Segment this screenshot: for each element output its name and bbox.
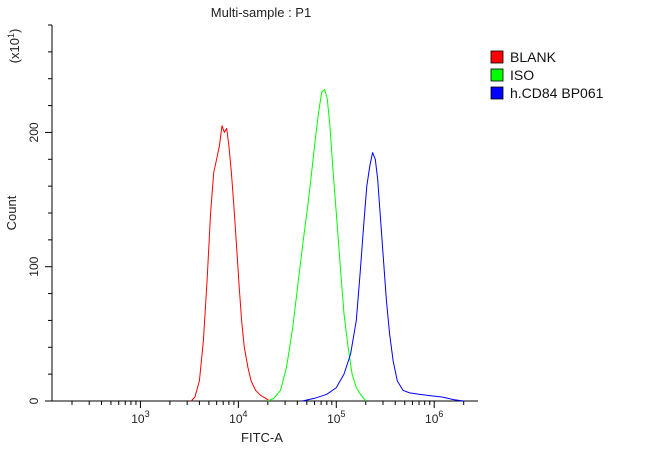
plot-area (51, 25, 478, 402)
y-tick-label: 200 (27, 122, 41, 142)
series-line-3 (302, 152, 464, 402)
y-axis-multiplier: (x101) (6, 29, 22, 64)
series-line-2 (267, 89, 367, 402)
legend-label: BLANK (510, 49, 557, 65)
legend-swatch (490, 50, 504, 64)
legend-label: h.CD84 BP061 (510, 85, 604, 101)
legend-swatch (490, 68, 504, 82)
y-tick-label: 0 (27, 397, 41, 404)
histogram-series (190, 89, 464, 402)
x-axis-title: FITC-A (241, 430, 283, 445)
legend-label: ISO (510, 67, 534, 83)
x-tick-label: 105 (327, 409, 345, 426)
x-tick-label: 104 (229, 409, 247, 426)
legend-swatch (490, 86, 504, 100)
chart-title: Multi-sample : P1 (211, 5, 311, 20)
y-axis-ticks: 0 100 200 (27, 24, 52, 404)
y-axis-title: Count (4, 195, 19, 230)
x-tick-label: 106 (425, 409, 443, 426)
series-line-1 (190, 125, 271, 402)
x-axis-ticks: 103 104 105 106 (71, 401, 465, 426)
y-tick-label: 100 (27, 256, 41, 276)
x-tick-label: 103 (131, 409, 149, 426)
legend: BLANK ISO h.CD84 BP061 (490, 49, 604, 101)
